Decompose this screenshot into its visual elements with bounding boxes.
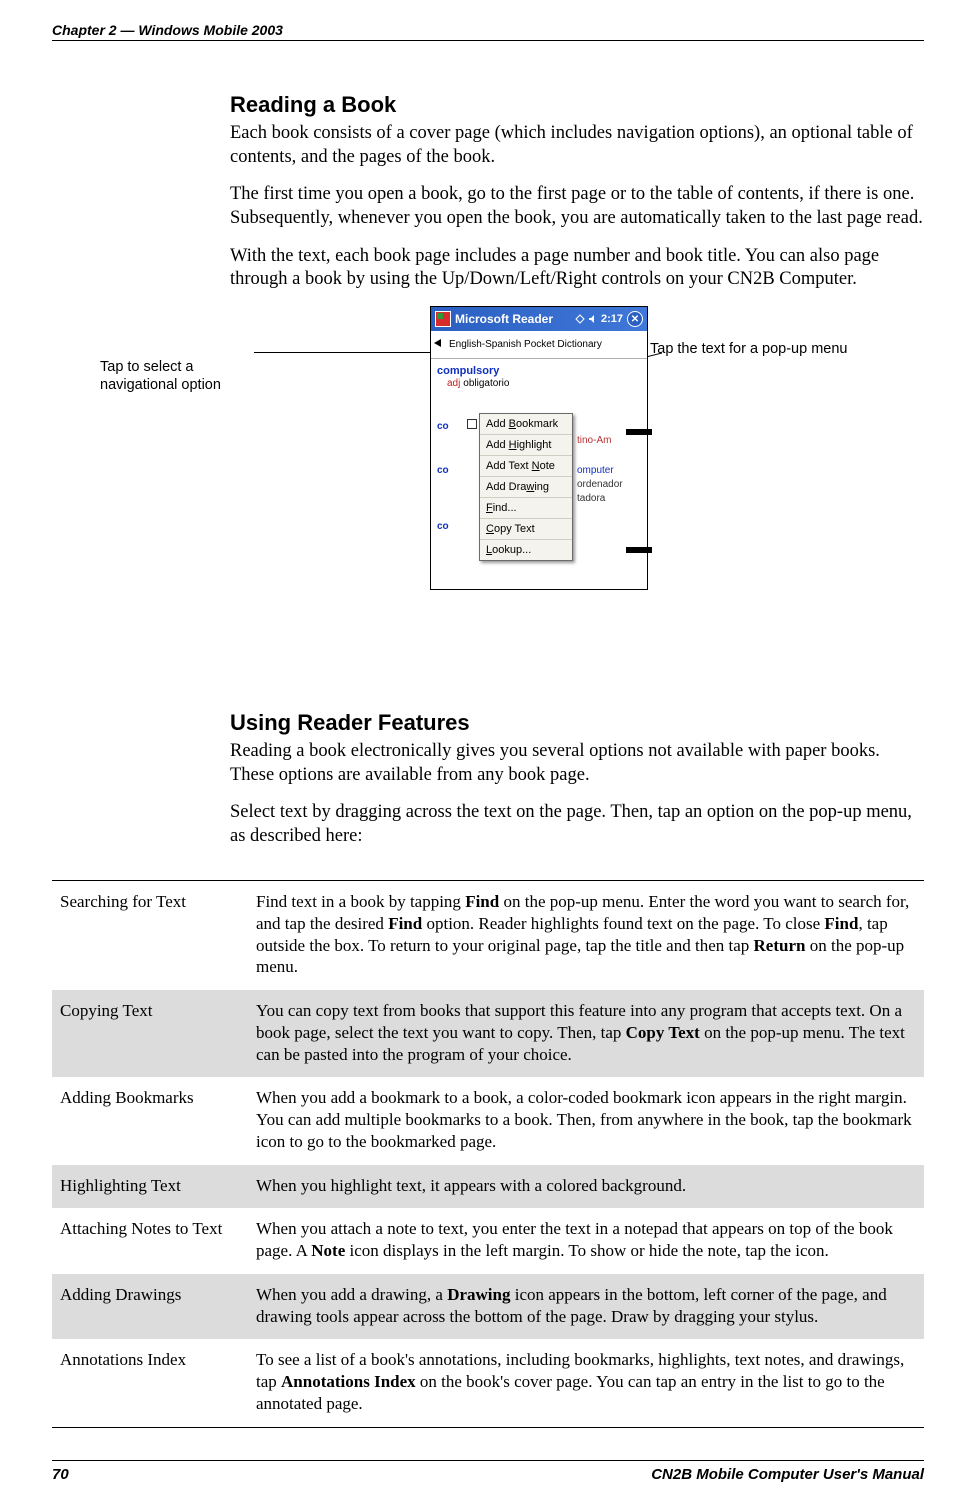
window-title: Microsoft Reader [455,312,571,326]
connection-icon [575,314,585,324]
section-title: Using Reader Features [230,710,924,736]
footer-rule [52,1460,924,1461]
reader-features-table: Searching for Text Find text in a book b… [52,880,924,1428]
toc-marker [467,419,477,429]
feature-description: When you attach a note to text, you ente… [256,1218,916,1262]
menu-item-lookup[interactable]: Lookup... [480,540,572,560]
table-row: Adding Drawings When you add a drawing, … [52,1274,924,1340]
feature-label: Attaching Notes to Text [60,1218,256,1262]
dictionary-entry: compulsory adj obligatorio [437,365,641,389]
entry-fragment: co [437,465,449,476]
entry-fragment: omputer [577,465,614,476]
table-row: Adding Bookmarks When you add a bookmark… [52,1077,924,1164]
context-menu: Add Bookmark Add Highlight Add Text Note… [479,413,573,561]
section-reading-a-book: Reading a Book Each book consists of a c… [230,92,924,616]
callout-right: Tap the text for a pop-up menu [650,340,910,358]
callout-text: Tap to select a [100,359,194,375]
callout-line [254,352,432,353]
table-row: Highlighting Text When you highlight tex… [52,1165,924,1209]
menu-item-copy-text[interactable]: Copy Text [480,519,572,540]
entry-fragment: ordenador [577,479,623,490]
paragraph: Each book consists of a cover page (whic… [230,122,924,169]
reader-page[interactable]: compulsory adj obligatorio co tino-Am co… [431,359,647,589]
speaker-icon [588,314,598,324]
table-row: Searching for Text Find text in a book b… [52,881,924,990]
entry-fragment: tadora [577,493,605,504]
menu-item-add-drawing[interactable]: Add Drawing [480,477,572,498]
book-header-nav[interactable]: English-Spanish Pocket Dictionary [431,331,647,359]
feature-label: Adding Drawings [60,1284,256,1328]
feature-description: When you add a drawing, a Drawing icon a… [256,1284,916,1328]
section-using-reader-features: Using Reader Features Reading a book ele… [230,710,924,863]
start-icon[interactable] [435,311,451,327]
bookmark-marker[interactable] [626,547,652,553]
paragraph: With the text, each book page includes a… [230,245,924,292]
book-title: English-Spanish Pocket Dictionary [449,339,602,350]
clock-text: 2:17 [601,313,623,325]
table-row: Annotations Index To see a list of a boo… [52,1339,924,1426]
page-number: 70 [52,1466,69,1483]
paragraph: The first time you open a book, go to th… [230,183,924,230]
pocketpc-window: Microsoft Reader 2:17 ✕ English-Spanish … [430,306,648,590]
close-icon[interactable]: ✕ [627,311,643,327]
table-row: Attaching Notes to Text When you attach … [52,1208,924,1274]
bookmark-marker[interactable] [626,429,652,435]
feature-label: Annotations Index [60,1349,256,1414]
paragraph: Select text by dragging across the text … [230,801,924,848]
feature-description: You can copy text from books that suppor… [256,1000,916,1065]
menu-item-add-bookmark[interactable]: Add Bookmark [480,414,572,435]
section-title: Reading a Book [230,92,924,118]
manual-title: CN2B Mobile Computer User's Manual [651,1466,924,1483]
entry-definition: obligatorio [463,378,509,389]
menu-item-add-highlight[interactable]: Add Highlight [480,435,572,456]
entry-pos: adj [447,378,460,389]
status-area: 2:17 [575,313,623,325]
menu-item-add-text-note[interactable]: Add Text Note [480,456,572,477]
table-row: Copying Text You can copy text from book… [52,990,924,1077]
header-rule [52,40,924,41]
feature-description: To see a list of a book's annotations, i… [256,1349,916,1414]
feature-label: Searching for Text [60,891,256,978]
feature-description: Find text in a book by tapping Find on t… [256,891,916,978]
callout-left: Tap to select a navigational option [100,358,250,394]
paragraph: Reading a book electronically gives you … [230,740,924,787]
feature-description: When you add a bookmark to a book, a col… [256,1087,916,1152]
entry-fragment: co [437,521,449,532]
feature-description: When you highlight text, it appears with… [256,1175,916,1197]
entry-headword: compulsory [437,365,499,377]
menu-item-find[interactable]: Find... [480,498,572,519]
feature-label: Adding Bookmarks [60,1087,256,1152]
entry-fragment: co [437,421,449,432]
chapter-header: Chapter 2 — Windows Mobile 2003 [52,22,283,38]
entry-fragment: tino-Am [577,435,611,446]
feature-label: Highlighting Text [60,1175,256,1197]
feature-label: Copying Text [60,1000,256,1065]
screenshot-figure: Tap to select a navigational option Tap … [230,306,924,606]
callout-text: navigational option [100,377,221,393]
window-titlebar: Microsoft Reader 2:17 ✕ [431,307,647,331]
